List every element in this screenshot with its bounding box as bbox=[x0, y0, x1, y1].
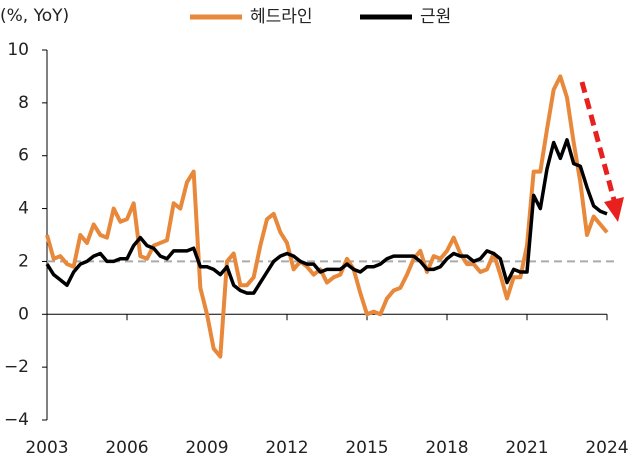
y-tick-label: 6 bbox=[18, 146, 29, 166]
x-tick-label: 2018 bbox=[425, 438, 468, 458]
y-axis-label: (%, YoY) bbox=[0, 6, 69, 26]
x-tick-label: 2003 bbox=[25, 438, 68, 458]
legend-label: 헤드라인 bbox=[250, 7, 313, 27]
y-tick-label: 8 bbox=[18, 93, 29, 113]
x-tick-label: 2021 bbox=[505, 438, 548, 458]
x-tick-label: 2012 bbox=[265, 438, 308, 458]
arrow-head bbox=[604, 197, 624, 222]
x-tick-label: 2024 bbox=[585, 438, 628, 458]
x-tick-label: 2006 bbox=[105, 438, 148, 458]
y-tick-label: 0 bbox=[18, 304, 29, 324]
trend-arrow bbox=[579, 81, 624, 222]
arrow-shaft bbox=[579, 81, 617, 201]
legend-label: 근원 bbox=[420, 7, 451, 27]
y-tick-label: 2 bbox=[18, 251, 29, 271]
x-tick-label: 2015 bbox=[345, 438, 388, 458]
y-tick-label: −2 bbox=[4, 357, 29, 377]
series-line bbox=[45, 74, 609, 359]
y-tick-label: 10 bbox=[7, 40, 29, 60]
x-tick-label: 2009 bbox=[185, 438, 228, 458]
series-line bbox=[45, 138, 608, 295]
y-tick-label: 4 bbox=[18, 199, 29, 219]
y-tick-label: −4 bbox=[4, 410, 29, 430]
